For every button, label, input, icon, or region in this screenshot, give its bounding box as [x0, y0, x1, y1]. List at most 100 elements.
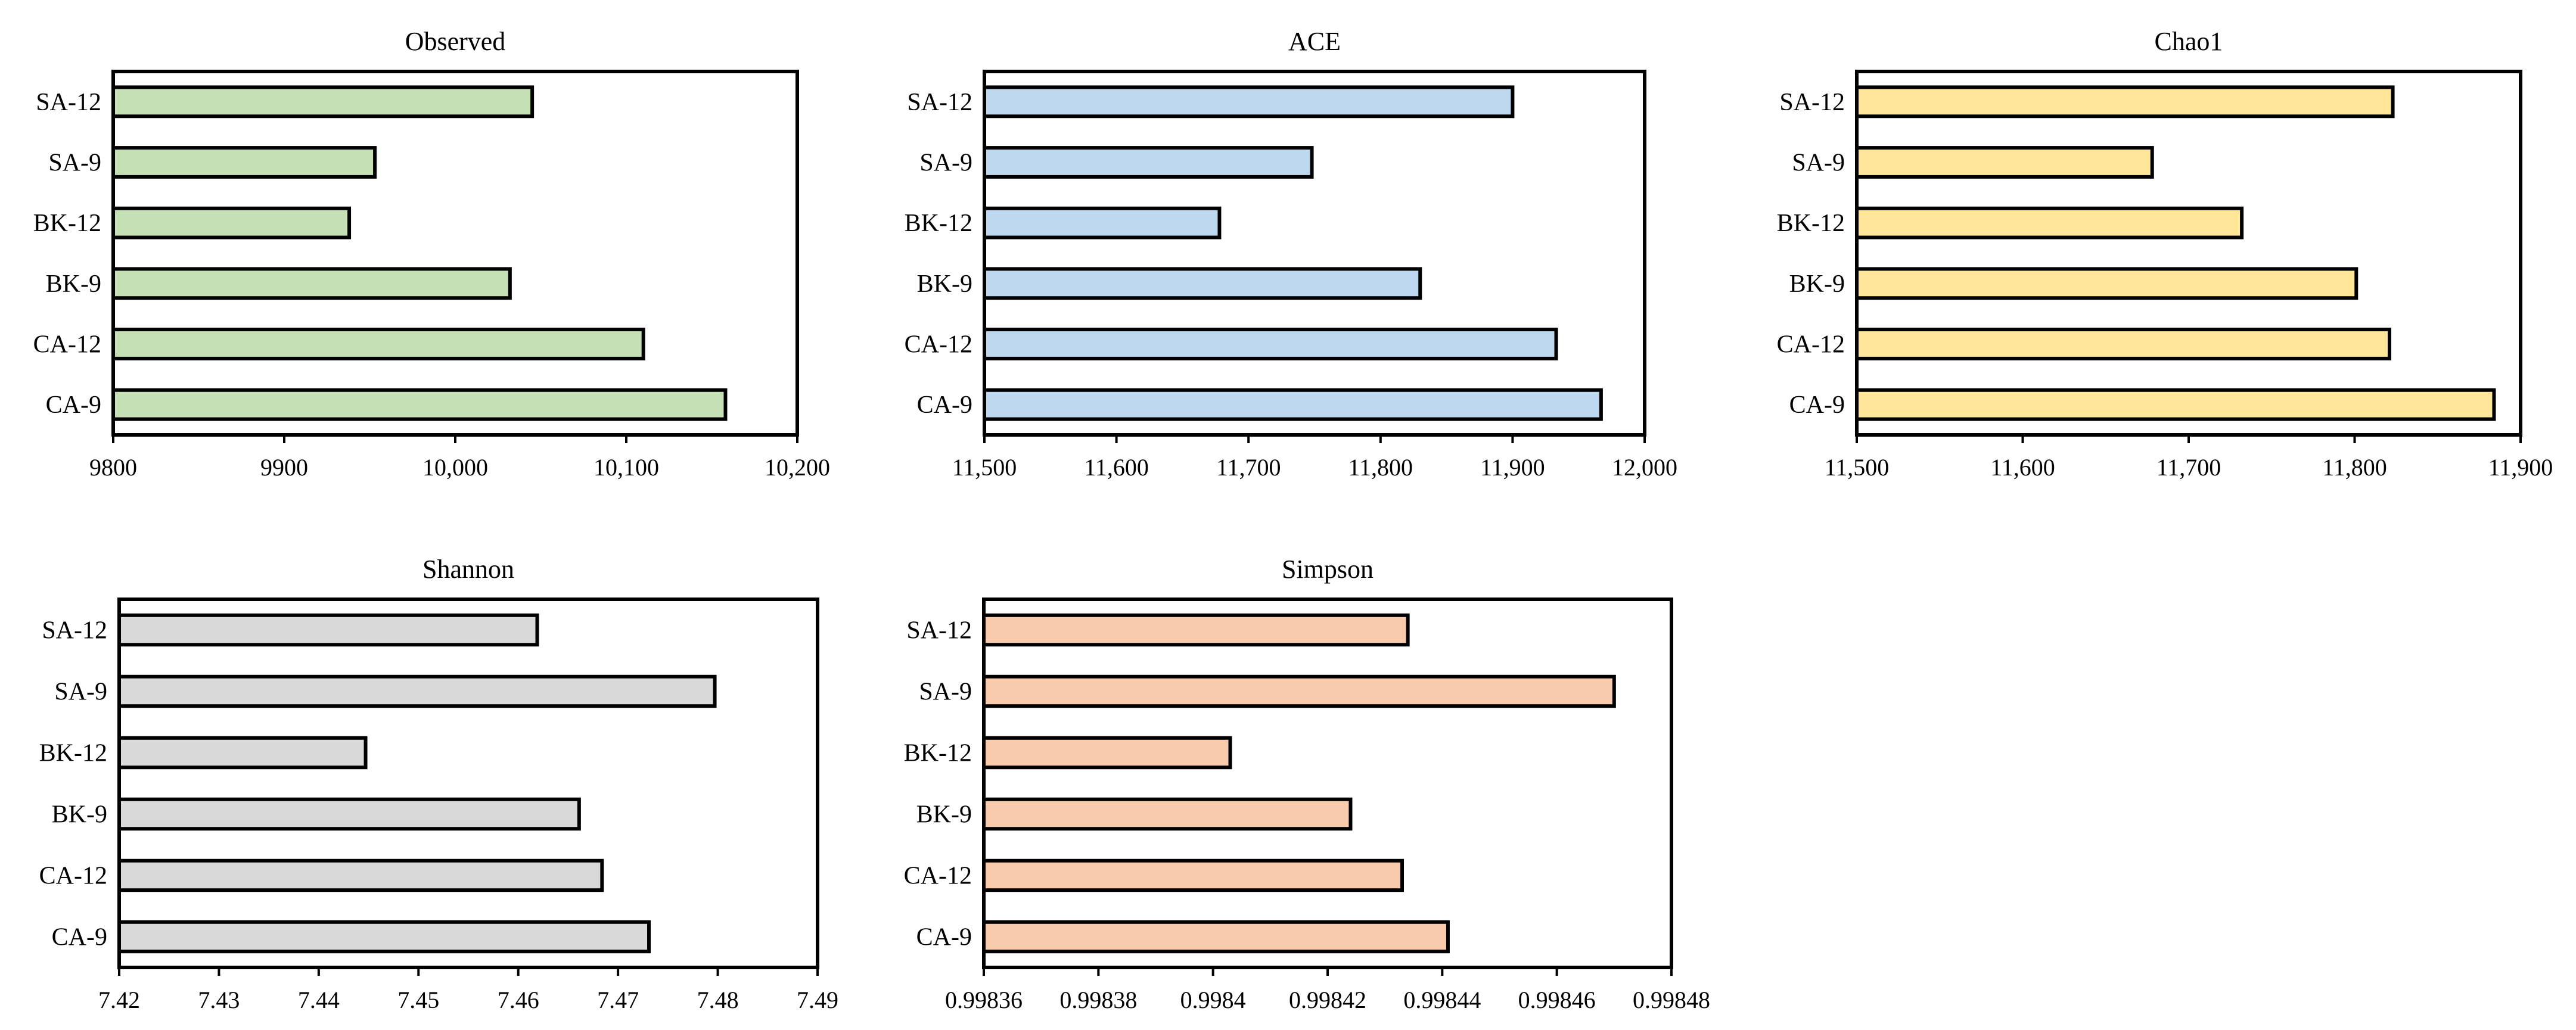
category-label: CA-12 — [39, 863, 107, 890]
x-tick-label: 0.99844 — [1403, 987, 1481, 1013]
x-tick-label: 7.43 — [198, 987, 240, 1013]
bar-sa-12 — [111, 85, 535, 119]
x-tick-label: 10,200 — [765, 454, 830, 481]
category-label: BK-9 — [46, 270, 101, 298]
bar-ca-9 — [117, 920, 651, 954]
category-label: BK-9 — [917, 270, 972, 298]
plot-frame — [983, 70, 1646, 437]
category-label: CA-12 — [1777, 331, 1845, 359]
bar-bk-12 — [1855, 206, 2244, 239]
bar-bk-9 — [111, 267, 512, 300]
x-tick-label: 11,900 — [2488, 454, 2553, 481]
panel-simpson: Simpson SA-12 SA-9 BK-12 BK-9 CA-12 CA-9 0.9983… — [904, 555, 1710, 1013]
bar-sa-9 — [983, 146, 1314, 179]
plot-frame — [117, 598, 819, 969]
category-label: BK-9 — [916, 801, 972, 829]
x-tick-label: 7.49 — [797, 987, 838, 1013]
category-label: BK-9 — [52, 801, 107, 829]
bar-ca-9 — [111, 388, 728, 421]
panel-chao1: Chao1 SA-12 SA-9 BK-12 BK-9 CA-12 CA-9 11,500 11… — [1777, 27, 2553, 481]
category-label: CA-12 — [905, 331, 972, 359]
x-tick-label: 0.9984 — [1180, 987, 1246, 1013]
x-tick-label: 0.99846 — [1518, 987, 1596, 1013]
category-label: CA-9 — [46, 391, 101, 419]
x-tick-label: 10,000 — [422, 454, 488, 481]
x-tick-label: 0.99848 — [1633, 987, 1710, 1013]
category-label: SA-12 — [36, 89, 101, 116]
category-label: BK-9 — [1789, 270, 1845, 298]
plot-frame — [111, 70, 799, 437]
x-tick-label: 11,500 — [952, 454, 1017, 481]
category-label: SA-12 — [906, 617, 972, 645]
bar-sa-9 — [111, 146, 377, 179]
bar-ca-12 — [983, 328, 1558, 360]
bar-ca-9 — [983, 388, 1603, 421]
bar-bk-9 — [982, 797, 1353, 831]
bar-sa-12 — [982, 613, 1410, 647]
x-tick-label: 7.45 — [397, 987, 439, 1013]
bar-sa-9 — [1855, 146, 2154, 179]
category-label: CA-9 — [1789, 391, 1845, 419]
panel-title: Observed — [405, 27, 506, 56]
bar-sa-9 — [117, 674, 717, 708]
bar-bk-9 — [1855, 267, 2359, 300]
category-label: BK-12 — [33, 210, 101, 237]
x-tick-label: 0.99838 — [1059, 987, 1137, 1013]
x-tick-label: 7.47 — [597, 987, 639, 1013]
bar-bk-9 — [983, 267, 1422, 300]
bar-bk-12 — [983, 206, 1222, 239]
panel-observed: Observed SA-12 SA-9 BK-12 BK-9 CA-12 CA-9 9800 9… — [33, 27, 830, 481]
category-label: BK-12 — [1777, 210, 1845, 237]
x-tick-label: 11,900 — [1480, 454, 1545, 481]
category-label: SA-9 — [919, 150, 972, 177]
bar-ca-12 — [117, 858, 604, 892]
x-tick-label: 9900 — [260, 454, 308, 481]
bar-ca-12 — [1855, 328, 2391, 360]
plot-frame — [982, 598, 1673, 969]
bar-sa-12 — [1855, 85, 2395, 119]
x-tick-label: 11,500 — [1825, 454, 1890, 481]
panel-shannon: Shannon SA-12 SA-9 BK-12 BK-9 CA-12 CA-9 7.42 7.… — [39, 555, 838, 1013]
category-label: SA-9 — [48, 150, 101, 177]
bar-sa-12 — [983, 85, 1515, 119]
x-tick-label: 0.99842 — [1289, 987, 1366, 1013]
category-label: BK-12 — [904, 740, 972, 767]
category-label: SA-9 — [54, 679, 107, 706]
x-tick-label: 11,800 — [2322, 454, 2387, 481]
category-label: SA-12 — [42, 617, 107, 645]
panel-title: Chao1 — [2155, 27, 2223, 56]
panel-title: ACE — [1288, 27, 1341, 56]
x-tick-label: 10,100 — [593, 454, 659, 481]
bar-bk-12 — [117, 736, 368, 770]
category-label: CA-9 — [52, 924, 107, 951]
x-tick-label: 9800 — [89, 454, 137, 481]
category-label: CA-9 — [916, 924, 972, 951]
panel-ace: ACE SA-12 SA-9 BK-12 BK-9 CA-12 CA-9 11,500 11,6… — [905, 27, 1677, 481]
x-tick-label: 7.46 — [498, 987, 539, 1013]
bar-ca-12 — [982, 858, 1404, 892]
x-tick-label: 11,600 — [1990, 454, 2055, 481]
bar-bk-12 — [111, 206, 352, 239]
panel-title: Simpson — [1282, 555, 1374, 584]
category-label: SA-12 — [907, 89, 972, 116]
bar-ca-9 — [1855, 388, 2496, 421]
category-label: SA-9 — [1792, 150, 1845, 177]
bar-bk-12 — [982, 736, 1232, 770]
plot-frame — [1855, 70, 2522, 437]
x-tick-label: 11,700 — [1216, 454, 1281, 481]
category-label: CA-12 — [33, 331, 101, 359]
bar-ca-12 — [111, 328, 645, 360]
category-label: BK-12 — [905, 210, 972, 237]
x-tick-label: 7.48 — [697, 987, 739, 1013]
bar-ca-9 — [982, 920, 1450, 954]
x-tick-label: 12,000 — [1612, 454, 1677, 481]
x-tick-label: 7.44 — [298, 987, 340, 1013]
x-tick-label: 11,700 — [2156, 454, 2221, 481]
category-label: CA-12 — [904, 863, 972, 890]
category-label: CA-9 — [917, 391, 972, 419]
bar-bk-9 — [117, 797, 581, 831]
x-tick-label: 0.99836 — [945, 987, 1023, 1013]
x-tick-label: 11,800 — [1348, 454, 1413, 481]
